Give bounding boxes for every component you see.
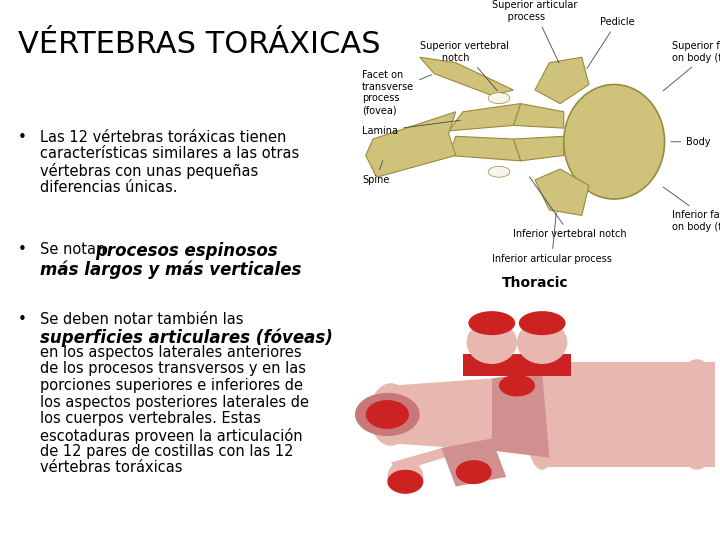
Text: los aspectos posteriores laterales de: los aspectos posteriores laterales de xyxy=(40,395,309,409)
Ellipse shape xyxy=(517,321,567,364)
Polygon shape xyxy=(449,104,521,131)
Ellipse shape xyxy=(524,359,560,470)
Text: características similares a las otras: características similares a las otras xyxy=(40,146,300,161)
Text: Pedicle: Pedicle xyxy=(587,17,634,69)
Text: procesos espinosos: procesos espinosos xyxy=(95,242,278,260)
Polygon shape xyxy=(535,57,589,104)
Text: Se deben notar también las: Se deben notar también las xyxy=(40,312,243,327)
Ellipse shape xyxy=(467,321,517,364)
Ellipse shape xyxy=(518,311,566,335)
Text: •: • xyxy=(18,242,27,257)
Text: Superior facet
on body (fovea): Superior facet on body (fovea) xyxy=(663,41,720,91)
Polygon shape xyxy=(513,136,564,161)
Ellipse shape xyxy=(564,84,665,199)
Ellipse shape xyxy=(469,311,516,335)
Text: Superior articular
     process: Superior articular process xyxy=(492,0,577,63)
Text: Superior vertebral
       notch: Superior vertebral notch xyxy=(420,41,509,91)
Polygon shape xyxy=(542,362,715,467)
Text: Inferior facet
on body (fovea): Inferior facet on body (fovea) xyxy=(663,187,720,232)
Text: Facet on
transverse
process
(fovea): Facet on transverse process (fovea) xyxy=(362,70,431,115)
Text: en los aspectos laterales anteriores: en los aspectos laterales anteriores xyxy=(40,345,302,360)
Text: de 12 pares de costillas con las 12: de 12 pares de costillas con las 12 xyxy=(40,444,294,459)
Text: más largos y más verticales: más largos y más verticales xyxy=(40,261,302,280)
Text: Las 12 vértebras toráxicas tienen: Las 12 vértebras toráxicas tienen xyxy=(40,130,287,145)
Polygon shape xyxy=(492,371,549,458)
Text: escotaduras proveen la articulación: escotaduras proveen la articulación xyxy=(40,428,302,443)
Text: Inferior articular process: Inferior articular process xyxy=(492,213,611,264)
Polygon shape xyxy=(391,434,492,491)
Polygon shape xyxy=(513,104,564,128)
Polygon shape xyxy=(463,354,571,376)
Polygon shape xyxy=(441,438,506,487)
Circle shape xyxy=(355,393,420,436)
Circle shape xyxy=(366,400,409,429)
Circle shape xyxy=(456,460,492,484)
Text: los cuerpos vertebrales. Estas: los cuerpos vertebrales. Estas xyxy=(40,411,261,426)
Text: diferencias únicas.: diferencias únicas. xyxy=(40,179,178,194)
Text: Se notan: Se notan xyxy=(40,242,110,257)
Polygon shape xyxy=(366,112,456,177)
Text: Lamina: Lamina xyxy=(362,120,460,136)
Polygon shape xyxy=(449,136,521,161)
Text: •: • xyxy=(18,130,27,145)
Text: Spine: Spine xyxy=(362,161,390,185)
Polygon shape xyxy=(391,379,492,450)
Text: VÉRTEBRAS TORÁXICAS: VÉRTEBRAS TORÁXICAS xyxy=(18,30,381,59)
Ellipse shape xyxy=(369,383,413,446)
Ellipse shape xyxy=(387,460,423,494)
Text: porciones superiores e inferiores de: porciones superiores e inferiores de xyxy=(40,378,303,393)
Text: •: • xyxy=(18,312,27,327)
Text: Inferior vertebral notch: Inferior vertebral notch xyxy=(513,177,627,240)
Polygon shape xyxy=(535,169,589,215)
Text: vértebras toráxicas: vértebras toráxicas xyxy=(40,461,182,476)
Circle shape xyxy=(387,470,423,494)
Text: superficies articulares (fóveas): superficies articulares (fóveas) xyxy=(40,328,333,347)
Ellipse shape xyxy=(672,359,720,470)
Text: vértebras con unas pequeñas: vértebras con unas pequeñas xyxy=(40,163,258,179)
Ellipse shape xyxy=(488,166,510,177)
Text: Body: Body xyxy=(671,137,711,147)
Text: Thoracic: Thoracic xyxy=(502,276,568,290)
Text: de los procesos transversos y en las: de los procesos transversos y en las xyxy=(40,361,306,376)
Ellipse shape xyxy=(499,375,535,396)
Ellipse shape xyxy=(488,93,510,104)
Polygon shape xyxy=(420,57,513,96)
